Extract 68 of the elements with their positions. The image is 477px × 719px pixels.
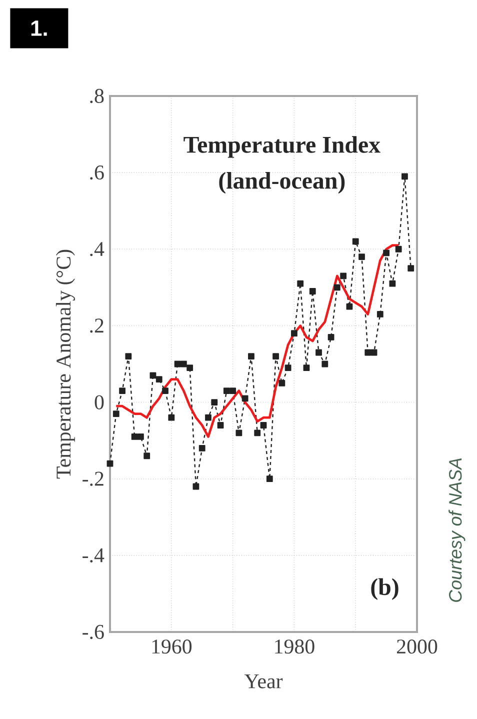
point — [402, 173, 408, 180]
point — [370, 349, 378, 356]
point — [291, 330, 298, 337]
point — [284, 364, 292, 372]
point — [352, 238, 359, 245]
point — [125, 353, 132, 360]
x-tick-label: 2000 — [397, 640, 438, 654]
y-tick-label: -.2 — [82, 472, 104, 486]
y-tick-label: .2 — [90, 318, 104, 333]
point — [309, 288, 316, 294]
point — [180, 360, 187, 368]
point — [346, 303, 353, 310]
annotation: (b) — [371, 578, 398, 600]
y-tick-label: -.6 — [82, 624, 104, 640]
point — [198, 445, 206, 452]
point — [303, 364, 310, 372]
x-axis-title: Year — [244, 674, 283, 688]
point — [316, 349, 322, 356]
point — [192, 483, 200, 490]
point — [358, 254, 365, 260]
y-tick-label: -.4 — [82, 548, 104, 562]
point — [340, 272, 347, 280]
point — [131, 434, 138, 440]
point — [106, 460, 114, 467]
point — [150, 372, 156, 379]
point — [395, 246, 402, 252]
point — [297, 280, 304, 287]
point — [186, 364, 194, 372]
point — [328, 334, 334, 340]
point — [408, 265, 414, 272]
point — [205, 414, 212, 421]
y-tick-label: .4 — [90, 242, 104, 256]
point — [156, 376, 162, 383]
x-tick-label: 1980 — [275, 640, 314, 654]
point — [322, 360, 328, 368]
point — [230, 388, 236, 394]
point — [266, 476, 273, 482]
point — [174, 360, 181, 368]
point — [383, 250, 390, 256]
point — [278, 380, 286, 386]
y-tick-label: .6 — [90, 165, 104, 180]
point — [389, 280, 396, 287]
point — [144, 452, 150, 460]
point — [211, 399, 218, 406]
point — [334, 284, 340, 291]
point — [376, 311, 384, 318]
text: (land-ocean) — [219, 172, 345, 194]
y-axis-title: Temperature Anomaly (°C) — [56, 250, 75, 479]
y-tick-label: .8 — [90, 88, 104, 104]
point — [162, 388, 168, 394]
point — [364, 349, 372, 356]
point — [138, 434, 144, 440]
point — [168, 414, 175, 421]
text: 1. — [31, 20, 47, 36]
y-tick-label: 0 — [94, 395, 104, 410]
point — [254, 430, 261, 436]
text: Temperature Index — [184, 136, 380, 158]
point — [217, 422, 224, 428]
point — [242, 395, 248, 402]
point — [112, 410, 120, 417]
point — [119, 388, 126, 394]
x-tick-label: 1960 — [152, 640, 192, 654]
point — [272, 353, 279, 360]
point — [260, 422, 267, 428]
point — [248, 353, 254, 360]
point — [223, 388, 230, 394]
text: Courtesy of NASA — [448, 458, 466, 602]
point — [236, 430, 242, 436]
